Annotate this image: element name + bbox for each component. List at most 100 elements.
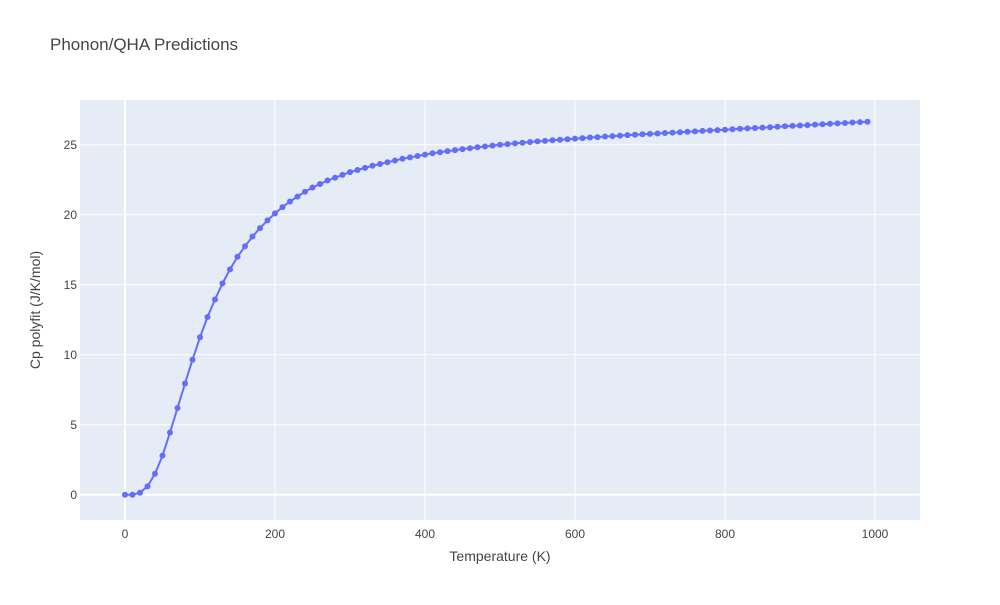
data-point (579, 135, 586, 142)
data-point (399, 155, 406, 162)
data-point (204, 314, 211, 320)
data-point (474, 144, 481, 151)
y-tick-label: 20 (64, 208, 78, 222)
x-tick-label: 200 (265, 527, 285, 541)
data-point (827, 120, 833, 127)
data-point (369, 162, 376, 169)
y-tick-label: 5 (70, 418, 77, 432)
data-point (797, 122, 803, 129)
y-tick-label: 25 (64, 138, 78, 152)
data-point (767, 124, 773, 131)
data-point (414, 153, 421, 159)
data-point (654, 130, 661, 137)
data-point (392, 157, 398, 164)
data-point (632, 131, 638, 138)
data-point (624, 132, 631, 139)
x-tick-label: 0 (122, 527, 129, 541)
series-line (125, 120, 868, 496)
data-point (752, 125, 758, 131)
data-point (669, 129, 676, 136)
data-point (212, 296, 218, 303)
chart-title: Phonon/QHA Predictions (50, 35, 238, 54)
data-point (647, 130, 653, 137)
x-tick-label: 600 (565, 527, 585, 541)
data-point (692, 128, 698, 135)
data-point (279, 204, 286, 211)
data-point (234, 253, 241, 260)
data-point (512, 140, 518, 147)
data-point (377, 161, 383, 167)
data-point (152, 470, 158, 477)
data-point (549, 137, 556, 144)
data-point (722, 126, 728, 133)
data-point (812, 121, 818, 128)
data-point (842, 120, 848, 126)
data-point (617, 132, 623, 139)
data-point (264, 217, 271, 224)
data-point (407, 154, 413, 161)
data-point (729, 126, 736, 133)
data-point (182, 380, 188, 387)
data-point (317, 181, 323, 187)
data-point (227, 266, 233, 273)
data-point (804, 122, 811, 129)
data-point (497, 141, 503, 148)
data-point (144, 483, 151, 490)
data-point (197, 334, 203, 341)
data-point (527, 139, 533, 145)
data-point (467, 145, 473, 152)
data-point (309, 184, 316, 191)
data-point (242, 243, 248, 250)
x-tick-label: 400 (415, 527, 435, 541)
data-point (384, 159, 391, 166)
grid-layer (80, 100, 920, 520)
data-point (677, 129, 683, 136)
data-point (459, 146, 466, 153)
tick-layer: 0 200 400 600 800 1000 0 5 10 15 20 25 (64, 138, 889, 541)
y-tick-label: 10 (64, 348, 78, 362)
data-point (339, 171, 346, 178)
data-point (219, 280, 226, 287)
data-point (444, 148, 451, 155)
data-point (257, 225, 263, 232)
data-point (324, 177, 331, 184)
data-point (602, 133, 608, 140)
y-tick-label: 0 (70, 488, 77, 502)
data-point (482, 143, 488, 150)
y-tick-label: 15 (64, 278, 78, 292)
y-axis-title: Cp polyfit (J/K/mol) (27, 251, 43, 369)
data-point (347, 169, 353, 176)
data-point (789, 122, 796, 129)
data-point (609, 133, 616, 140)
data-point (557, 136, 563, 143)
data-point (864, 118, 871, 125)
plot-background (80, 100, 920, 520)
data-point (639, 131, 646, 138)
data-point (302, 188, 308, 195)
data-point (189, 356, 196, 363)
data-point (819, 121, 826, 128)
data-point (834, 120, 841, 127)
data-point (542, 137, 548, 144)
x-tick-label: 1000 (862, 527, 889, 541)
data-point (587, 134, 593, 141)
data-point (422, 151, 428, 158)
x-tick-label: 800 (715, 527, 735, 541)
data-point (287, 198, 293, 205)
data-point (519, 139, 526, 146)
data-point (572, 135, 578, 142)
data-point (294, 193, 301, 200)
data-point (744, 125, 751, 132)
data-point (137, 489, 143, 496)
series-layer (122, 118, 871, 498)
data-point (332, 174, 338, 181)
data-point (684, 128, 691, 135)
data-point (174, 405, 181, 411)
x-axis-title: Temperature (K) (449, 548, 550, 564)
data-point (534, 138, 541, 145)
data-point (849, 119, 856, 126)
data-point (504, 141, 511, 148)
data-point (737, 125, 743, 132)
data-point (129, 491, 136, 498)
